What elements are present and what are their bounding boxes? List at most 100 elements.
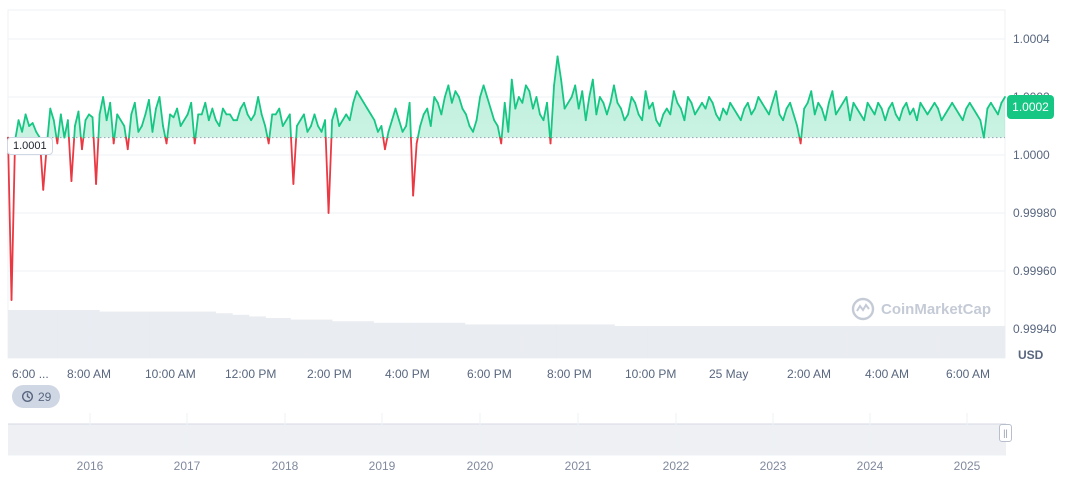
price-segment: [732, 107, 739, 116]
price-segment: [613, 84, 619, 104]
volume-bar: [124, 311, 133, 358]
price-segment: [465, 113, 471, 127]
price-segment: [310, 113, 316, 127]
volume-bar: [855, 326, 865, 358]
volume-bar: [365, 321, 374, 358]
price-segment: [77, 110, 82, 139]
volume-bar: [680, 326, 690, 358]
price-area-fill: [8, 56, 1005, 139]
price-segment: [577, 90, 584, 110]
navigator-drag-handle[interactable]: ||: [999, 424, 1012, 442]
price-segment: [796, 125, 801, 139]
volume-bar: [398, 322, 408, 358]
price-segment: [165, 136, 169, 145]
volume-bar: [614, 326, 624, 358]
price-segment: [46, 107, 52, 139]
price-segment: [669, 90, 675, 116]
price-segment: [472, 119, 478, 133]
price-segment: [616, 101, 622, 110]
price-segment: [627, 96, 633, 116]
price-segment: [479, 84, 485, 98]
volume-bar: [697, 326, 707, 358]
price-segment: [496, 125, 501, 139]
price-segment: [386, 130, 390, 139]
volume-bar: [473, 324, 482, 358]
volume-bar: [672, 326, 682, 358]
price-segment: [257, 96, 263, 116]
price-segment: [327, 136, 333, 214]
price-segment: [739, 107, 746, 122]
history-count-badge[interactable]: 29: [12, 385, 61, 408]
price-segment: [630, 96, 636, 104]
price-segment: [961, 107, 968, 122]
volume-bar: [91, 310, 100, 358]
price-segment: [546, 101, 551, 139]
x-axis-labels: 6:00 ... 8:00 AM 10:00 AM 12:00 PM 2:00 PM 4:…: [12, 367, 990, 381]
range-navigator[interactable]: 2016 2017 2018 2019 2020 2021 2022 2023 2024 2025: [8, 413, 1006, 473]
price-segment: [524, 84, 531, 93]
price-segment: [644, 90, 651, 110]
volume-bar: [506, 324, 516, 358]
price-segment: [57, 113, 62, 139]
price-segment: [387, 119, 393, 133]
price-segment: [151, 107, 157, 133]
price-segment: [313, 113, 319, 127]
price-segment: [458, 96, 464, 110]
price-segment: [782, 107, 788, 122]
price-segment: [704, 96, 710, 110]
price-segment: [362, 101, 369, 110]
price-segment: [951, 101, 957, 110]
volume-bar: [896, 326, 906, 358]
price-segment: [584, 96, 591, 122]
volume-bar: [315, 319, 325, 358]
volume-bar: [930, 326, 939, 358]
price-segment: [415, 136, 419, 145]
volume-bar: [938, 326, 948, 358]
price-segment: [91, 116, 95, 139]
price-segment: [59, 113, 66, 139]
volume-bar: [248, 316, 258, 358]
price-segment: [331, 107, 337, 122]
volume-bar: [390, 322, 399, 358]
price-segment: [281, 119, 288, 127]
volume-bar: [880, 326, 889, 358]
volume-bar: [822, 326, 831, 358]
volume-bar: [464, 324, 474, 358]
price-segment: [112, 136, 116, 145]
volume-bar: [157, 311, 167, 358]
price-segment: [493, 119, 499, 127]
volume-bar: [8, 310, 17, 358]
reference-price-tag: 1.0001: [7, 137, 53, 155]
volume-bar: [406, 322, 416, 358]
price-segment: [166, 113, 171, 139]
price-segment: [440, 96, 446, 116]
price-segment: [454, 90, 460, 98]
price-segment: [260, 113, 267, 127]
volume-bar: [813, 326, 823, 358]
price-segment: [676, 101, 682, 110]
navigator-year-label: 2016: [77, 459, 104, 473]
volume-bar: [49, 310, 59, 358]
price-segment: [884, 107, 890, 122]
volume-bar: [597, 324, 607, 358]
volume-bar: [971, 326, 981, 358]
price-segment: [324, 136, 330, 214]
volume-bar: [99, 311, 108, 358]
price-segment: [986, 101, 992, 110]
price-segment: [49, 107, 55, 122]
navigator-year-label: 2020: [467, 459, 494, 473]
navigator-year-label: 2025: [954, 459, 981, 473]
price-segment: [126, 136, 130, 151]
x-tick-label: 8:00 PM: [547, 367, 592, 381]
price-segment: [66, 119, 70, 139]
price-segment: [606, 101, 612, 116]
price-segment: [968, 101, 975, 110]
price-segment: [334, 107, 341, 127]
price-segment: [295, 119, 302, 127]
price-segment: [119, 119, 126, 127]
price-segment: [391, 107, 397, 122]
price-segment: [246, 113, 252, 122]
price-segment: [394, 107, 400, 122]
price-segment: [489, 107, 496, 122]
